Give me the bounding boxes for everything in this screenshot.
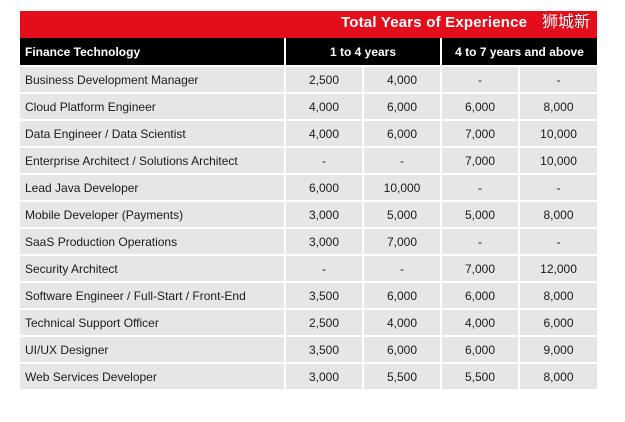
value-cell-4-7-high: 6,000 xyxy=(518,308,598,336)
role-cell: Lead Java Developer xyxy=(20,173,285,201)
table-row: Enterprise Architect / Solutions Archite… xyxy=(20,146,598,174)
value-cell-1-4-low: 2,500 xyxy=(284,308,363,336)
value-cell-1-4-low: - xyxy=(284,254,363,282)
value-cell-4-7-high: - xyxy=(518,65,598,93)
role-cell: Business Development Manager xyxy=(20,65,285,93)
value-cell-4-7-high: 9,000 xyxy=(518,335,598,363)
value-cell-1-4-high: - xyxy=(361,146,442,174)
value-cell-4-7-low: 6,000 xyxy=(440,281,520,309)
value-cell-1-4-high: 6,000 xyxy=(361,281,442,309)
role-cell: Data Engineer / Data Scientist xyxy=(20,119,285,147)
value-cell-1-4-high: 6,000 xyxy=(361,92,442,120)
value-cell-1-4-low: 3,000 xyxy=(284,200,363,228)
value-cell-4-7-high: 10,000 xyxy=(518,146,598,174)
role-cell: UI/UX Designer xyxy=(20,335,285,363)
value-cell-4-7-high: 10,000 xyxy=(518,119,598,147)
role-cell: Technical Support Officer xyxy=(20,308,285,336)
value-cell-1-4-low: 6,000 xyxy=(284,173,363,201)
table-row: SaaS Production Operations 3,000 7,000- - xyxy=(20,227,598,255)
value-cell-4-7-high: - xyxy=(518,173,598,201)
value-cell-4-7-low: 4,000 xyxy=(440,308,520,336)
table-body: Business Development Manager 2,500 4,000- -… xyxy=(20,65,598,389)
value-cell-4-7-low: 5,500 xyxy=(440,362,520,389)
value-cell-4-7-low: - xyxy=(440,227,520,255)
title-banner: Total Years of Experience xyxy=(20,11,597,38)
value-cell-4-7-high: - xyxy=(518,227,598,255)
value-cell-4-7-low: 7,000 xyxy=(440,119,520,147)
experience-4-to-7-header: 4 to 7 years and above xyxy=(440,38,598,66)
value-cell-4-7-low: - xyxy=(440,65,520,93)
table-row: Lead Java Developer 6,000 10,000- - xyxy=(20,173,598,201)
role-cell: Software Engineer / Full-Start / Front-E… xyxy=(20,281,285,309)
role-cell: Cloud Platform Engineer xyxy=(20,92,285,120)
table-header-row: Finance Technology 1 to 4 years 4 to 7 y… xyxy=(20,38,598,66)
table-row: Security Architect - -7,000 12,000 xyxy=(20,254,598,282)
value-cell-1-4-low: 4,000 xyxy=(284,92,363,120)
value-cell-1-4-low: 3,000 xyxy=(284,227,363,255)
value-cell-4-7-low: 6,000 xyxy=(440,92,520,120)
watermark-text: 狮城新 xyxy=(542,12,591,31)
role-cell: Security Architect xyxy=(20,254,285,282)
banner-title: Total Years of Experience xyxy=(341,14,528,31)
value-cell-1-4-low: 3,500 xyxy=(284,335,363,363)
value-cell-4-7-low: 7,000 xyxy=(440,254,520,282)
value-cell-1-4-high: 5,500 xyxy=(361,362,442,389)
table-row: Web Services Developer 3,000 5,500 5,500 8,0… xyxy=(20,362,598,389)
table-row: Technical Support Officer 2,500 4,000 4,000… xyxy=(20,308,598,336)
table-row: Data Engineer / Data Scientist 4,000 6,000… xyxy=(20,119,598,147)
table-row: Software Engineer / Full-Start / Front-E… xyxy=(20,281,598,309)
value-cell-4-7-high: 8,000 xyxy=(518,281,598,309)
category-header: Finance Technology xyxy=(20,38,285,66)
role-cell: Web Services Developer xyxy=(20,362,285,389)
value-cell-1-4-low: - xyxy=(284,146,363,174)
value-cell-4-7-high: 8,000 xyxy=(518,362,598,389)
value-cell-1-4-low: 3,500 xyxy=(284,281,363,309)
value-cell-1-4-high: 4,000 xyxy=(361,65,442,93)
value-cell-4-7-high: 8,000 xyxy=(518,200,598,228)
value-cell-4-7-low: 7,000 xyxy=(440,146,520,174)
value-cell-1-4-low: 4,000 xyxy=(284,119,363,147)
value-cell-4-7-low: 5,000 xyxy=(440,200,520,228)
value-cell-1-4-high: 5,000 xyxy=(361,200,442,228)
table-row: Business Development Manager 2,500 4,000- - xyxy=(20,65,598,93)
role-cell: SaaS Production Operations xyxy=(20,227,285,255)
value-cell-1-4-high: 4,000 xyxy=(361,308,442,336)
value-cell-1-4-low: 3,000 xyxy=(284,362,363,389)
value-cell-4-7-high: 8,000 xyxy=(518,92,598,120)
value-cell-4-7-low: 6,000 xyxy=(440,335,520,363)
value-cell-4-7-high: 12,000 xyxy=(518,254,598,282)
value-cell-1-4-high: 6,000 xyxy=(361,119,442,147)
value-cell-4-7-low: - xyxy=(440,173,520,201)
experience-1-to-4-header: 1 to 4 years xyxy=(283,38,442,66)
role-cell: Mobile Developer (Payments) xyxy=(20,200,285,228)
value-cell-1-4-high: 10,000 xyxy=(361,173,442,201)
table-row: Mobile Developer (Payments) 3,000 5,000 5,0… xyxy=(20,200,598,228)
value-cell-1-4-high: 7,000 xyxy=(361,227,442,255)
role-cell: Enterprise Architect / Solutions Archite… xyxy=(20,146,285,174)
salary-table: Finance Technology 1 to 4 years 4 to 7 y… xyxy=(20,38,598,389)
value-cell-1-4-low: 2,500 xyxy=(284,65,363,93)
value-cell-1-4-high: - xyxy=(361,254,442,282)
table-row: Cloud Platform Engineer 4,000 6,000 6,000 8,… xyxy=(20,92,598,120)
value-cell-1-4-high: 6,000 xyxy=(361,335,442,363)
table-row: UI/UX Designer 3,500 6,000 6,000 9,000 xyxy=(20,335,598,363)
